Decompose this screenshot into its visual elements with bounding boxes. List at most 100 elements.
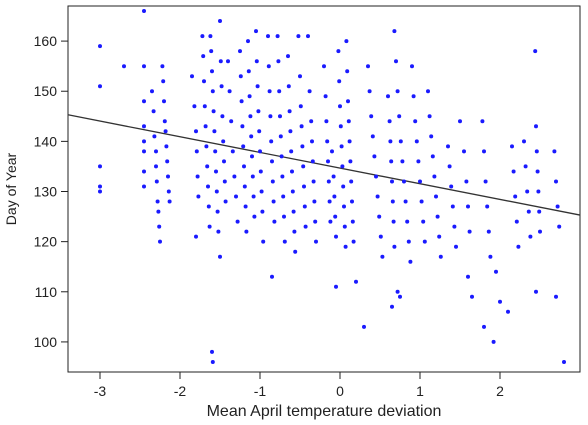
data-point bbox=[310, 159, 315, 164]
data-point bbox=[411, 94, 416, 99]
data-point bbox=[334, 284, 338, 289]
data-point bbox=[454, 244, 458, 249]
data-point bbox=[261, 239, 266, 244]
data-point bbox=[332, 194, 337, 199]
data-point bbox=[218, 19, 222, 23]
data-point bbox=[290, 169, 294, 174]
data-point bbox=[429, 134, 434, 139]
y-tick-label: 150 bbox=[34, 83, 58, 99]
data-point bbox=[328, 219, 333, 224]
data-point bbox=[397, 114, 402, 119]
data-point bbox=[314, 239, 318, 244]
x-tick-label: -1 bbox=[254, 383, 267, 399]
data-point bbox=[311, 179, 316, 184]
data-point bbox=[288, 129, 293, 134]
data-point bbox=[290, 189, 295, 194]
data-point bbox=[220, 114, 225, 119]
data-point bbox=[488, 254, 493, 259]
data-point bbox=[122, 64, 126, 69]
data-point bbox=[98, 184, 102, 189]
data-point bbox=[303, 224, 308, 229]
data-point bbox=[299, 124, 304, 129]
y-axis: 100 110 120 130 140 150 160 bbox=[34, 33, 68, 350]
data-point bbox=[222, 159, 226, 164]
data-point bbox=[142, 169, 146, 174]
data-point bbox=[331, 174, 336, 179]
data-point bbox=[348, 159, 353, 164]
data-point bbox=[282, 239, 287, 244]
data-point bbox=[287, 109, 292, 114]
data-point bbox=[211, 109, 216, 114]
data-point bbox=[243, 204, 248, 209]
data-point bbox=[406, 239, 411, 244]
y-tick-label: 110 bbox=[35, 284, 58, 300]
data-point bbox=[270, 274, 274, 279]
data-point bbox=[289, 149, 294, 154]
data-point bbox=[232, 174, 237, 179]
data-point bbox=[250, 174, 255, 179]
data-point bbox=[330, 149, 334, 154]
data-point bbox=[142, 139, 146, 144]
plot-frame bbox=[67, 5, 581, 373]
y-tick-label: 160 bbox=[34, 33, 58, 49]
data-point bbox=[438, 254, 443, 259]
data-point bbox=[458, 119, 462, 124]
data-point bbox=[278, 114, 282, 119]
data-point bbox=[286, 54, 290, 59]
data-point bbox=[534, 124, 538, 129]
data-point bbox=[249, 134, 254, 139]
data-point bbox=[405, 219, 410, 224]
data-point bbox=[538, 229, 542, 234]
data-point bbox=[164, 144, 169, 149]
data-point bbox=[389, 159, 394, 164]
data-point bbox=[208, 34, 213, 39]
data-point bbox=[506, 309, 510, 314]
data-point bbox=[210, 360, 215, 364]
data-point bbox=[242, 164, 246, 169]
data-point bbox=[377, 214, 382, 219]
data-point bbox=[166, 189, 171, 194]
data-point bbox=[419, 199, 424, 204]
data-point bbox=[257, 129, 262, 134]
data-point bbox=[254, 29, 258, 34]
data-point bbox=[142, 124, 146, 129]
data-point bbox=[205, 164, 210, 169]
data-point bbox=[210, 89, 215, 94]
data-point bbox=[510, 144, 514, 149]
data-point bbox=[402, 179, 406, 184]
data-point bbox=[229, 119, 234, 124]
data-point bbox=[150, 89, 154, 94]
data-point bbox=[323, 94, 328, 99]
data-point bbox=[347, 139, 352, 144]
data-point bbox=[344, 39, 349, 44]
data-point bbox=[156, 209, 161, 214]
data-point bbox=[296, 34, 301, 39]
data-point bbox=[250, 154, 254, 159]
data-point bbox=[390, 304, 394, 309]
data-point bbox=[98, 84, 102, 89]
x-tick-label: 2 bbox=[496, 383, 504, 399]
data-point bbox=[269, 139, 274, 144]
data-point bbox=[446, 144, 450, 149]
data-point bbox=[326, 179, 331, 184]
data-point bbox=[536, 189, 541, 194]
data-point bbox=[246, 39, 250, 44]
data-point bbox=[413, 119, 418, 124]
data-point bbox=[310, 139, 314, 144]
data-point bbox=[194, 149, 199, 154]
data-point bbox=[392, 244, 397, 249]
data-point bbox=[378, 234, 383, 239]
data-point bbox=[350, 219, 355, 224]
data-point bbox=[322, 64, 326, 69]
data-point bbox=[218, 59, 223, 64]
data-point bbox=[498, 299, 502, 304]
data-point bbox=[162, 119, 167, 124]
data-point bbox=[342, 204, 346, 209]
data-point bbox=[223, 199, 228, 204]
data-point bbox=[213, 149, 218, 154]
y-tick-label: 130 bbox=[34, 184, 58, 200]
data-point bbox=[554, 179, 558, 184]
data-point bbox=[219, 84, 224, 89]
data-point bbox=[340, 164, 345, 169]
data-point bbox=[190, 74, 194, 79]
